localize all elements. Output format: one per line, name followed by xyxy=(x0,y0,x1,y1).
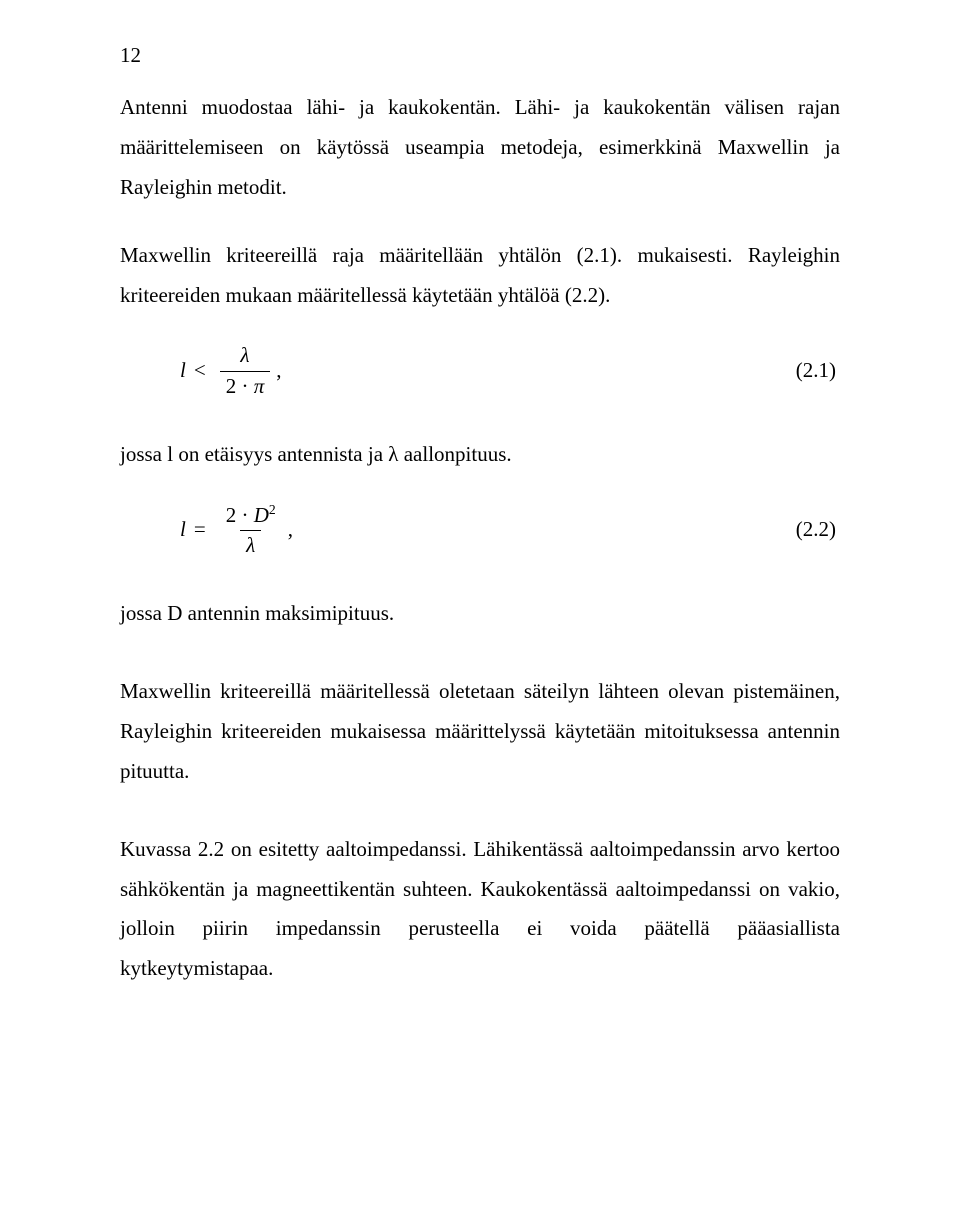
eq1-den-right: π xyxy=(254,374,265,398)
eq2-relation: = xyxy=(194,510,206,550)
paragraph-maxwell-rayleigh: Maxwellin kriteereillä määritellessä ole… xyxy=(120,672,840,792)
eq1-trailing: , xyxy=(276,351,281,391)
eq2-num-exp: 2 xyxy=(269,502,276,517)
eq1-denominator: 2 · π xyxy=(220,371,271,399)
eq1-den-left: 2 · xyxy=(226,374,249,398)
eq2-num-var: D xyxy=(254,503,269,527)
equation-number-2-1: (2.1) xyxy=(796,351,840,391)
paragraph-wave-impedance: Kuvassa 2.2 on esitetty aaltoimpedanssi.… xyxy=(120,830,840,990)
page: 12 Antenni muodostaa lähi- ja kaukokentä… xyxy=(0,0,960,1232)
eq1-lhs-var: l xyxy=(180,351,186,391)
paragraph-criteria: Maxwellin kriteereillä raja määritellään… xyxy=(120,236,840,316)
eq2-fraction: 2 · D2 λ xyxy=(220,503,282,558)
eq1-relation: < xyxy=(194,351,206,391)
eq2-num-left: 2 · xyxy=(226,503,249,527)
eq2-trailing: , xyxy=(288,510,293,550)
paragraph-intro: Antenni muodostaa lähi- ja kaukokentän. … xyxy=(120,88,840,208)
equation-2-1: l < λ 2 · π , (2.1) xyxy=(180,343,840,398)
paragraph-where-d: jossa D antennin maksimipituus. xyxy=(120,594,840,634)
equation-2-2: l = 2 · D2 λ , (2.2) xyxy=(180,503,840,558)
equation-2-1-expression: l < λ 2 · π , xyxy=(180,343,281,398)
eq1-fraction: λ 2 · π xyxy=(220,343,271,398)
equation-number-2-2: (2.2) xyxy=(796,510,840,550)
eq2-denominator: λ xyxy=(240,530,261,558)
equation-2-2-expression: l = 2 · D2 λ , xyxy=(180,503,293,558)
eq1-numerator: λ xyxy=(234,343,255,370)
eq2-numerator: 2 · D2 xyxy=(220,503,282,530)
page-number: 12 xyxy=(120,36,141,76)
paragraph-where-l: jossa l on etäisyys antennista ja λ aall… xyxy=(120,435,840,475)
eq2-lhs-var: l xyxy=(180,510,186,550)
